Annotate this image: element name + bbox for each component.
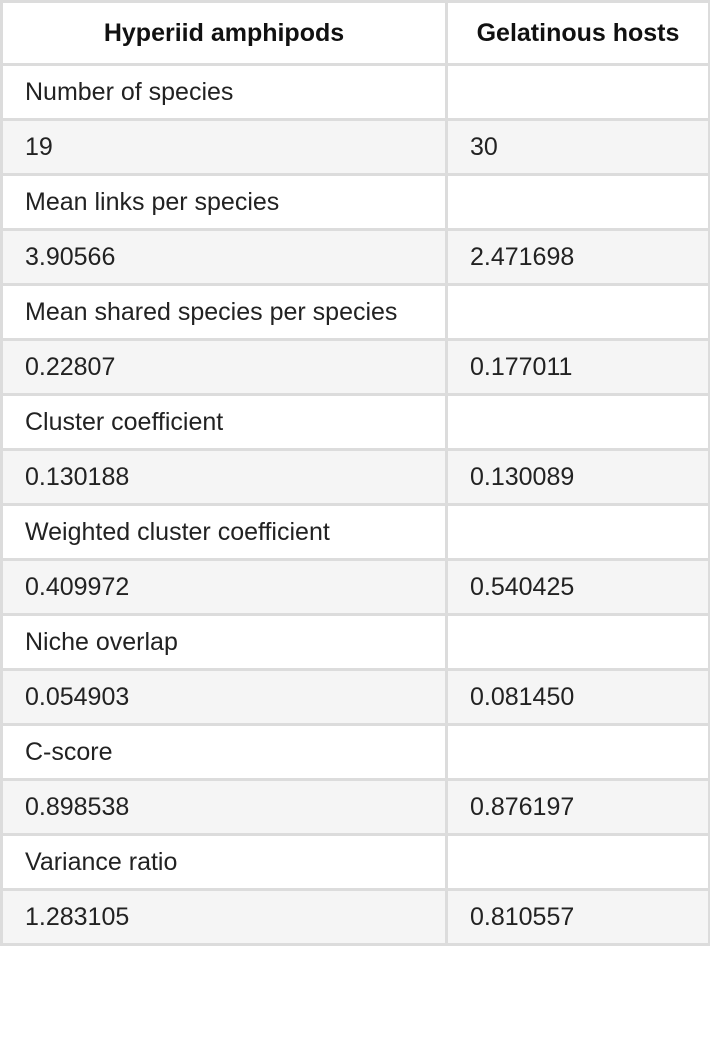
amphipod-value: 19: [0, 118, 448, 176]
amphipod-value: 1.283105: [0, 888, 448, 946]
metric-label: C-score: [0, 723, 448, 781]
metric-value-row: 0.22807 0.177011: [0, 338, 710, 396]
empty-cell: [445, 503, 710, 561]
table-body: Number of species 19 30 Mean links per s…: [0, 63, 710, 946]
metric-label: Variance ratio: [0, 833, 448, 891]
header-row: Hyperiid amphipods Gelatinous hosts: [0, 0, 710, 66]
amphipod-value: 0.054903: [0, 668, 448, 726]
host-value: 2.471698: [445, 228, 710, 286]
metric-value-row: 3.90566 2.471698: [0, 228, 710, 286]
metric-value-row: 0.130188 0.130089: [0, 448, 710, 506]
host-value: 0.876197: [445, 778, 710, 836]
metric-label-row: Cluster coefficient: [0, 393, 710, 451]
host-value: 0.177011: [445, 338, 710, 396]
empty-cell: [445, 833, 710, 891]
amphipod-value: 0.898538: [0, 778, 448, 836]
host-value: 0.540425: [445, 558, 710, 616]
metric-value-row: 0.898538 0.876197: [0, 778, 710, 836]
metric-value-row: 19 30: [0, 118, 710, 176]
host-value: 0.081450: [445, 668, 710, 726]
empty-cell: [445, 173, 710, 231]
metric-label: Weighted cluster coefficient: [0, 503, 448, 561]
metric-label-row: Variance ratio: [0, 833, 710, 891]
metric-label: Number of species: [0, 63, 448, 121]
metric-label-row: Mean shared species per species: [0, 283, 710, 341]
metric-value-row: 0.409972 0.540425: [0, 558, 710, 616]
host-value: 30: [445, 118, 710, 176]
header-gelatinous-hosts: Gelatinous hosts: [445, 0, 710, 66]
empty-cell: [445, 283, 710, 341]
metric-label: Mean shared species per species: [0, 283, 448, 341]
host-value: 0.810557: [445, 888, 710, 946]
metric-label: Mean links per species: [0, 173, 448, 231]
metric-label-row: Number of species: [0, 63, 710, 121]
table-header: Hyperiid amphipods Gelatinous hosts: [0, 0, 710, 66]
amphipod-value: 3.90566: [0, 228, 448, 286]
empty-cell: [445, 723, 710, 781]
metric-label: Niche overlap: [0, 613, 448, 671]
host-value: 0.130089: [445, 448, 710, 506]
empty-cell: [445, 393, 710, 451]
amphipod-value: 0.22807: [0, 338, 448, 396]
empty-cell: [445, 613, 710, 671]
metric-label: Cluster coefficient: [0, 393, 448, 451]
header-hyperiid-amphipods: Hyperiid amphipods: [0, 0, 448, 66]
metric-value-row: 0.054903 0.081450: [0, 668, 710, 726]
metric-label-row: Mean links per species: [0, 173, 710, 231]
amphipod-value: 0.409972: [0, 558, 448, 616]
metric-label-row: C-score: [0, 723, 710, 781]
metric-label-row: Weighted cluster coefficient: [0, 503, 710, 561]
amphipod-value: 0.130188: [0, 448, 448, 506]
metric-label-row: Niche overlap: [0, 613, 710, 671]
metric-value-row: 1.283105 0.810557: [0, 888, 710, 946]
empty-cell: [445, 63, 710, 121]
network-metrics-table: Hyperiid amphipods Gelatinous hosts Numb…: [0, 0, 710, 946]
